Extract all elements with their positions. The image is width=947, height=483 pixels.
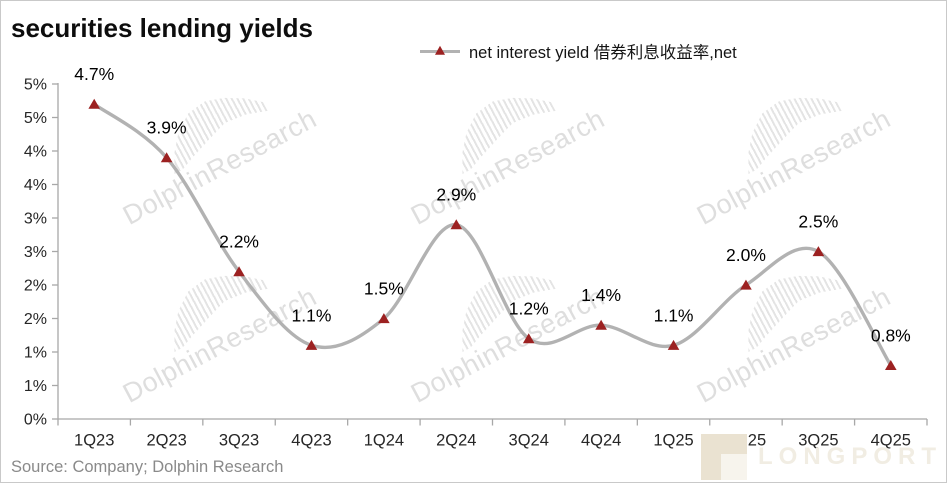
y-axis-tick-label: 1% [24, 378, 47, 395]
data-point-label: 2.2% [219, 232, 259, 252]
data-point-marker [595, 319, 607, 330]
data-point-marker [160, 152, 173, 163]
data-point-marker [740, 279, 752, 290]
data-point-label: 1.5% [364, 279, 404, 299]
data-point-label: 2.5% [798, 212, 838, 232]
data-point-marker [378, 313, 390, 324]
legend-line-marker [420, 45, 460, 55]
data-point-label: 4.7% [74, 64, 114, 84]
data-point-marker [233, 266, 245, 277]
y-axis-tick-label: 3% [24, 244, 47, 261]
x-axis-category-label: 3Q24 [509, 432, 549, 450]
x-axis-category-label: 3Q25 [798, 432, 838, 450]
data-point-label: 1.4% [581, 285, 621, 305]
chart-title: securities lending yields [11, 13, 313, 43]
data-point-marker [450, 219, 463, 230]
data-point-label: 1.2% [509, 299, 549, 319]
longport-brand-text: LONGPORT [758, 443, 942, 470]
y-axis-tick-label: 4% [24, 144, 47, 161]
y-axis-tick-label: 1% [24, 345, 47, 362]
data-point-label: 0.8% [871, 325, 911, 345]
x-axis-category-label: 4Q23 [291, 432, 331, 450]
y-axis-tick-label: 4% [24, 177, 47, 194]
data-point-label: 2.0% [726, 245, 766, 265]
series-line [92, 102, 893, 368]
data-point-label: 3.9% [147, 118, 187, 138]
data-point-marker [884, 360, 897, 370]
x-axis-category-label: 1Q25 [653, 432, 693, 450]
x-axis-category-label: 1Q23 [74, 432, 114, 450]
x-axis-category-label: 4Q24 [581, 432, 621, 450]
data-point-marker [88, 98, 101, 109]
y-axis-tick-label: 3% [24, 211, 47, 228]
longport-watermark: LONGPORT [701, 434, 942, 480]
data-point-marker [522, 333, 535, 344]
x-axis-category-label: 2Q23 [146, 432, 186, 450]
data-point-marker [812, 246, 825, 257]
data-point-marker [667, 339, 680, 350]
data-point-label: 2.9% [436, 185, 476, 205]
triangle-marker-icon [435, 45, 445, 55]
x-axis-category-label: 2Q24 [436, 432, 476, 450]
data-point-marker [305, 339, 318, 350]
data-point-label: 1.1% [654, 305, 694, 325]
x-axis-category-label: 3Q23 [219, 432, 259, 450]
y-axis-tick-label: 5% [24, 110, 47, 127]
legend-label: net interest yield 借券利息收益率,net [469, 44, 737, 62]
y-axis-tick-label: 5% [24, 77, 47, 94]
y-axis-tick-label: 2% [24, 278, 47, 295]
y-axis-tick-label: 2% [24, 311, 47, 328]
source-note: Source: Company; Dolphin Research [11, 458, 284, 476]
x-axis-category-label: 4Q25 [871, 432, 911, 450]
longport-logo-icon [701, 434, 747, 480]
y-axis-tick-label: 0% [24, 412, 47, 429]
data-point-label: 1.1% [292, 305, 332, 325]
legend: net interest yield 借券利息收益率,net [420, 39, 737, 63]
x-axis-category-label: 1Q24 [364, 432, 404, 450]
